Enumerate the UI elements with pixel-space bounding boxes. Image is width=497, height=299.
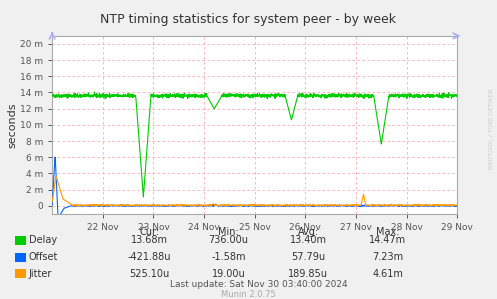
Text: 7.23m: 7.23m [372, 252, 403, 262]
Text: Max:: Max: [376, 227, 400, 237]
Text: 525.10u: 525.10u [129, 269, 169, 279]
Text: 13.68m: 13.68m [131, 235, 167, 245]
Y-axis label: seconds: seconds [7, 102, 17, 148]
Text: RRDTOOL / TOBI OETIKER: RRDTOOL / TOBI OETIKER [488, 88, 493, 169]
Text: Delay: Delay [29, 235, 57, 245]
Text: 57.79u: 57.79u [291, 252, 325, 262]
Text: Last update: Sat Nov 30 03:40:00 2024: Last update: Sat Nov 30 03:40:00 2024 [169, 280, 347, 289]
Text: Jitter: Jitter [29, 269, 52, 279]
Text: Min:: Min: [218, 227, 239, 237]
Text: Munin 2.0.75: Munin 2.0.75 [221, 290, 276, 299]
Text: Avg:: Avg: [298, 227, 319, 237]
Text: 189.85u: 189.85u [288, 269, 328, 279]
Text: 736.00u: 736.00u [209, 235, 248, 245]
Text: NTP timing statistics for system peer - by week: NTP timing statistics for system peer - … [100, 13, 397, 26]
Text: 4.61m: 4.61m [372, 269, 403, 279]
Text: -1.58m: -1.58m [211, 252, 246, 262]
Text: 19.00u: 19.00u [212, 269, 246, 279]
Text: 14.47m: 14.47m [369, 235, 406, 245]
Text: 13.40m: 13.40m [290, 235, 327, 245]
Text: Offset: Offset [29, 252, 58, 262]
Text: -421.88u: -421.88u [127, 252, 171, 262]
Text: Cur:: Cur: [139, 227, 159, 237]
